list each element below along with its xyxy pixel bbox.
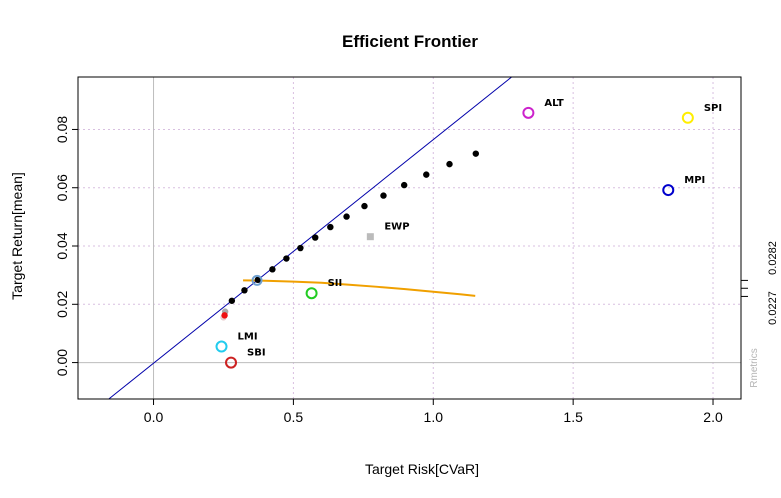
y-axis-label: Target Return[mean]	[9, 172, 25, 300]
sharpe-ratio-curve	[243, 279, 476, 297]
y-tick-label: 0.06	[54, 174, 70, 201]
y-tick-label: 0.08	[54, 116, 70, 143]
capital-market-line	[108, 77, 512, 399]
frontier-point	[400, 181, 408, 189]
asset-point-spi	[681, 111, 694, 124]
ewp-label: EWP	[384, 222, 409, 233]
sharpe-curve	[243, 279, 476, 297]
frontier-point	[241, 287, 248, 294]
tangency-portfolio-marker	[251, 274, 263, 286]
x-tick-label: 1.5	[563, 409, 583, 425]
asset-point-mpi	[662, 184, 675, 197]
x-tick-label: 0.5	[284, 409, 304, 425]
frontier-point	[446, 160, 453, 168]
zero-lines	[78, 77, 741, 399]
asset-points: SBI SPI SII LMI MPI ALT EWP	[215, 98, 722, 369]
frontier-points	[220, 150, 479, 321]
asset-label-sbi: SBI	[247, 348, 266, 359]
ewp-point	[366, 233, 374, 241]
right-axis: 0.0227 0.0282	[741, 241, 779, 325]
x-axis: 0.0 0.5 1.0 1.5 2.0	[144, 399, 723, 425]
plot-border	[77, 76, 742, 400]
x-tick-label: 2.0	[703, 409, 723, 425]
rmetrics-credit: Rmetrics	[749, 348, 760, 387]
x-tick-label: 1.0	[424, 409, 444, 425]
frontier-point	[254, 276, 262, 284]
frontier-point	[380, 192, 387, 199]
plot-frame	[77, 76, 742, 400]
frontier-point	[423, 171, 430, 178]
x-tick-label: 0.0	[144, 409, 164, 425]
chart-title: Efficient Frontier	[342, 32, 478, 51]
frontier-point	[361, 202, 368, 210]
y-tick-label: 0.04	[54, 232, 70, 259]
frontier-point	[297, 244, 304, 252]
y-axis: 0.00 0.02 0.04 0.06 0.08	[54, 116, 78, 376]
frontier-point	[312, 234, 319, 241]
frontier-point	[343, 213, 350, 220]
tangency-line	[108, 77, 512, 399]
y-tick-label: 0.00	[54, 349, 70, 376]
frontier-point	[269, 266, 276, 273]
frontier-point	[327, 223, 334, 231]
asset-label-mpi: MPI	[684, 175, 705, 186]
right-axis-label-low: 0.0227	[767, 291, 779, 325]
x-axis-label: Target Risk[CVaR]	[365, 461, 479, 477]
grid	[78, 77, 741, 399]
min-variance-point	[221, 312, 228, 319]
asset-point-sbi	[225, 356, 238, 369]
right-axis-label-high: 0.0282	[767, 241, 779, 275]
asset-label-sii: SII	[328, 278, 343, 289]
asset-label-spi: SPI	[704, 103, 722, 114]
asset-point-sii	[305, 287, 318, 300]
frontier-point	[472, 150, 479, 157]
frontier-point	[228, 297, 236, 304]
asset-label-lmi: LMI	[238, 332, 258, 343]
frontier-point	[283, 255, 290, 262]
y-tick-label: 0.02	[54, 290, 70, 317]
asset-label-alt: ALT	[544, 98, 563, 109]
asset-point-lmi	[215, 340, 228, 353]
asset-point-alt	[522, 106, 535, 119]
